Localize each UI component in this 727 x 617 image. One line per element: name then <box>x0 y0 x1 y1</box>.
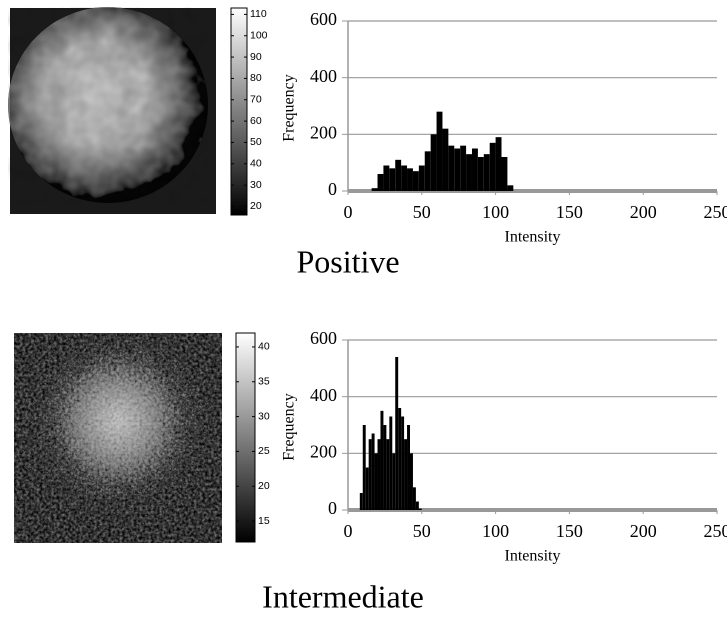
x-tick-label: 100 <box>482 202 509 222</box>
histogram-bar <box>424 151 431 191</box>
histogram-bar <box>409 453 413 510</box>
histogram-bar <box>383 165 390 191</box>
x-tick-label: 200 <box>630 202 657 222</box>
y-tick-label: 400 <box>310 66 337 86</box>
histogram-bar <box>489 142 496 191</box>
histogram-bar <box>477 157 484 191</box>
histogram-bar <box>418 508 422 510</box>
x-tick-label: 250 <box>704 202 727 222</box>
histogram-bar <box>501 157 508 191</box>
colorbar-tick-label: 40 <box>258 341 270 353</box>
y-tick-label: 0 <box>328 498 337 518</box>
histogram-bar <box>471 148 478 191</box>
histogram-bar <box>483 154 490 191</box>
x-tick-label: 150 <box>556 521 583 541</box>
image-intermediate <box>14 333 222 543</box>
colorbar-tick-label: 110 <box>250 8 267 20</box>
colorbar-tick-label: 30 <box>250 179 262 191</box>
histogram-bar <box>401 416 405 510</box>
colorbar-tick-label: 80 <box>250 72 262 84</box>
histogram-bar <box>442 128 449 191</box>
histogram-bar <box>374 453 378 510</box>
histogram-bar <box>377 439 381 510</box>
histogram-bar <box>377 174 384 191</box>
histogram-bar <box>418 165 425 191</box>
histogram-bar <box>380 410 384 510</box>
histogram-bar <box>412 487 416 510</box>
histogram-bar <box>430 134 437 191</box>
x-tick-label: 0 <box>344 521 353 541</box>
histogram-bar <box>398 408 402 510</box>
histogram-bar <box>404 439 408 510</box>
x-tick-label: 50 <box>413 202 431 222</box>
histogram-bar <box>392 453 396 510</box>
histogram-bar <box>401 165 408 191</box>
y-tick-label: 600 <box>310 328 337 348</box>
histogram-bar <box>415 501 419 510</box>
histogram-bar <box>371 433 375 510</box>
y-tick-label: 600 <box>310 9 337 29</box>
colorbar-tick-label: 40 <box>250 158 262 170</box>
x-tick-label: 50 <box>413 521 431 541</box>
histogram-bar <box>407 168 413 191</box>
x-tick-label: 100 <box>482 521 509 541</box>
histogram-bar <box>436 111 443 191</box>
x-axis-label: Intensity <box>505 229 561 246</box>
colorbar-tick-label: 30 <box>258 410 270 422</box>
panel-title: Positive <box>296 243 399 279</box>
y-axis-label: Frequency <box>281 393 298 461</box>
histogram-bar <box>389 168 396 191</box>
histogram-bar <box>448 145 455 191</box>
histogram-bar <box>460 145 467 191</box>
colorbar-tick-label: 70 <box>250 94 262 106</box>
histogram-bar <box>395 159 402 191</box>
histogram-bar <box>365 467 369 510</box>
histogram-bar <box>362 425 366 510</box>
histogram-bar <box>386 439 390 510</box>
colorbar <box>235 332 256 543</box>
histogram-bar <box>495 137 502 191</box>
y-tick-label: 200 <box>310 441 337 461</box>
colorbar-tick-label: 90 <box>250 51 262 63</box>
histogram-bar <box>412 171 419 191</box>
histogram-bar <box>389 416 393 510</box>
histogram-bar <box>368 439 372 510</box>
histogram-bar <box>466 154 472 191</box>
histogram-bar <box>359 493 363 510</box>
panel-title: Intermediate <box>262 578 424 614</box>
colorbar-tick-label: 35 <box>258 376 270 388</box>
colorbar-tick-label: 60 <box>250 115 262 127</box>
histogram-bar <box>507 185 514 191</box>
x-tick-label: 0 <box>344 202 353 222</box>
histogram-bar <box>407 425 410 510</box>
histogram-bar <box>371 188 378 191</box>
colorbar-tick-label: 25 <box>258 445 270 457</box>
x-tick-label: 250 <box>704 521 727 541</box>
histogram-bar <box>395 357 399 510</box>
y-axis-label: Frequency <box>281 74 298 142</box>
y-tick-label: 200 <box>310 122 337 142</box>
y-tick-label: 0 <box>328 179 337 199</box>
colorbar-tick-label: 20 <box>250 200 262 212</box>
colorbar-tick-label: 20 <box>258 480 270 492</box>
colorbar-tick-label: 15 <box>258 515 270 527</box>
histogram-bar <box>454 148 461 191</box>
histogram-bar <box>383 425 387 510</box>
colorbar-tick-label: 100 <box>250 30 268 42</box>
x-tick-label: 150 <box>556 202 583 222</box>
x-tick-label: 200 <box>630 521 657 541</box>
x-axis-label: Intensity <box>505 548 561 565</box>
colorbar <box>230 7 248 216</box>
colorbar-tick-label: 50 <box>250 136 262 148</box>
image-positive <box>8 7 216 214</box>
y-tick-label: 400 <box>310 385 337 405</box>
